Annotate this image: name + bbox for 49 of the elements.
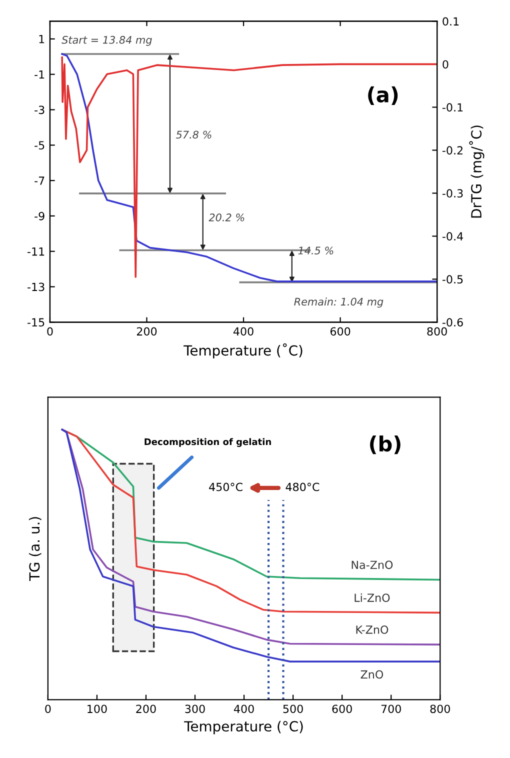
x-tick-label: 500	[283, 704, 303, 714]
y2-tick-label: 0.1	[442, 17, 459, 26]
x-tick-label: 600	[332, 704, 352, 714]
y-tick-label: -11	[28, 247, 44, 256]
x-tick-label: 800	[427, 327, 447, 336]
y-tick-label: 1	[39, 35, 44, 44]
y-axis-title: TG (a. u.)	[28, 517, 42, 581]
y2-tick-label: 0	[442, 60, 448, 69]
y2-tick-label: -0.5	[442, 275, 463, 284]
x-tick-label: 200	[136, 704, 156, 714]
y2-tick-label: -0.1	[442, 103, 463, 112]
x-tick-label: 600	[330, 327, 350, 336]
y2-tick-label: -0.3	[442, 189, 463, 198]
ref-line-label: 450°C	[209, 482, 242, 492]
y2-tick-label: -0.2	[442, 146, 462, 155]
x-axis-title: Temperature (°C)	[184, 720, 303, 734]
x-tick-label: 700	[381, 704, 401, 714]
y2-axis-title: DrTG (mg/˚C)	[469, 126, 484, 218]
series-label: K-ZnO	[356, 625, 388, 634]
annotation: (a)	[368, 86, 398, 105]
y-tick-label: -7	[34, 176, 44, 185]
x-tick-label: 0	[45, 704, 51, 714]
y-tick-label: -15	[28, 318, 44, 327]
annotation: (b)	[370, 436, 400, 454]
y-tick-label: -1	[34, 70, 44, 79]
y2-tick-label: -0.6	[442, 318, 463, 327]
y-tick-label: -13	[28, 282, 44, 292]
x-tick-label: 100	[88, 704, 107, 714]
x-axis-title: Temperature (˚C)	[184, 343, 302, 358]
annotation: Remain: 1.04 mg	[294, 298, 384, 308]
y-tick-label: -3	[34, 106, 44, 114]
x-tick-label: 800	[430, 704, 450, 714]
series-label: Li-ZnO	[354, 593, 390, 602]
x-tick-label: 400	[234, 704, 254, 714]
annotation: 57.8 %	[176, 130, 212, 139]
x-tick-label: 400	[233, 327, 254, 336]
series-label: Na-ZnO	[352, 560, 393, 570]
annotation: Start = 13.84 mg	[62, 36, 152, 46]
x-tick-label: 300	[185, 704, 205, 714]
ref-line-label: 480°C	[286, 482, 320, 492]
annotation: 14.5 %	[298, 246, 334, 254]
annotation: 20.2 %	[208, 213, 244, 222]
band-label: Decomposition of gelatin	[144, 438, 271, 447]
x-tick-label: 0	[47, 327, 53, 336]
y-tick-label: -5	[34, 141, 44, 150]
x-tick-label: 200	[136, 327, 157, 336]
series-label: ZnO	[360, 670, 384, 679]
y-tick-label: -9	[34, 212, 44, 220]
y2-tick-label: -0.4	[442, 232, 463, 241]
